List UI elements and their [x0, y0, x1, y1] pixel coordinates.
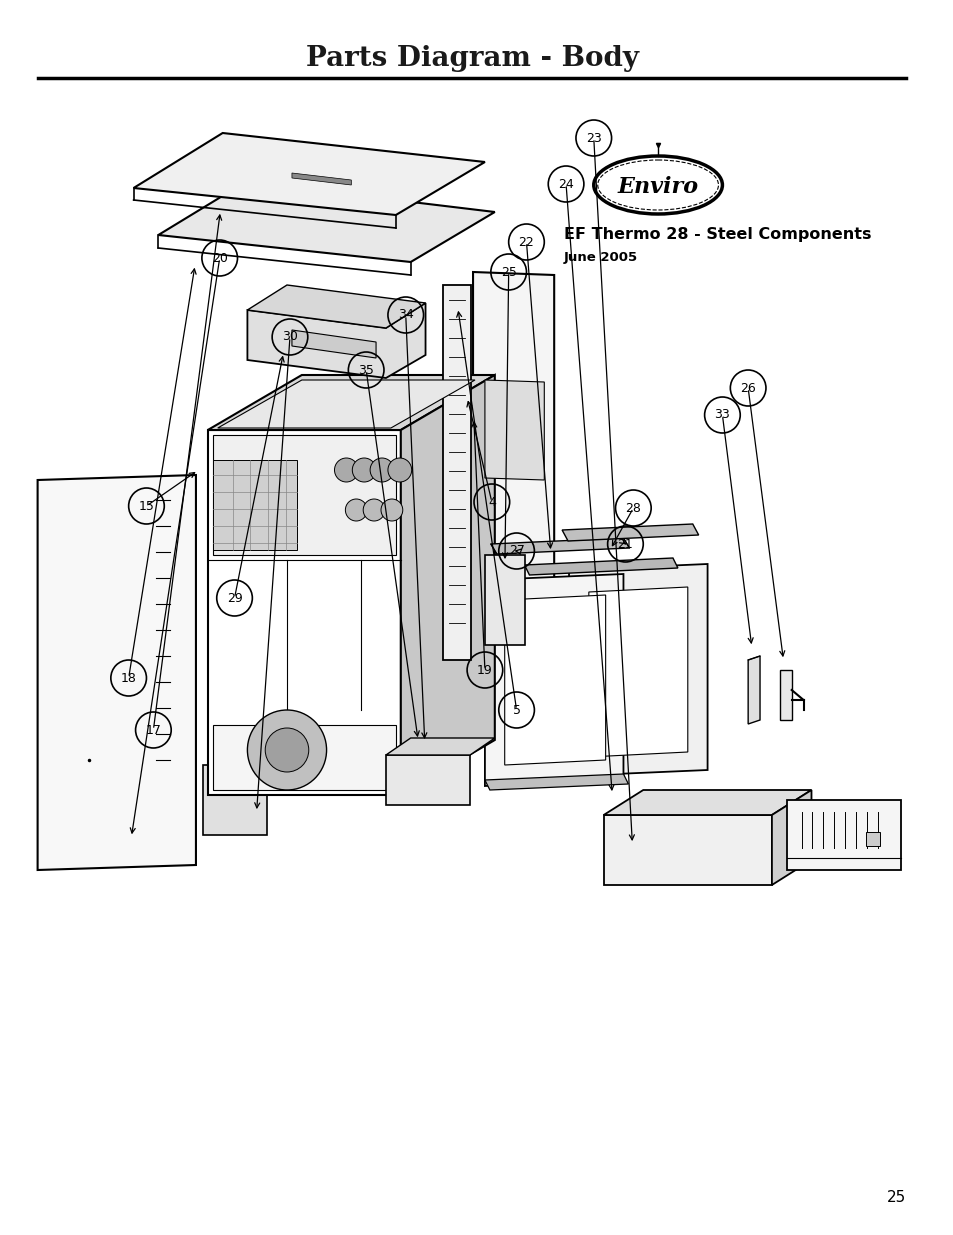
Circle shape: [265, 727, 309, 772]
Text: 17: 17: [145, 724, 161, 736]
Text: 33: 33: [714, 409, 730, 421]
Polygon shape: [247, 303, 425, 378]
Polygon shape: [524, 558, 678, 576]
Polygon shape: [386, 739, 495, 755]
Polygon shape: [603, 815, 771, 885]
Circle shape: [380, 499, 402, 521]
Text: 4: 4: [487, 495, 496, 509]
Polygon shape: [747, 656, 760, 724]
Polygon shape: [484, 555, 524, 645]
Polygon shape: [386, 755, 470, 805]
Text: 18: 18: [121, 672, 136, 684]
Polygon shape: [771, 790, 811, 885]
Text: 20: 20: [212, 252, 228, 264]
Polygon shape: [208, 375, 495, 430]
Text: EF Thermo 28 - Steel Components: EF Thermo 28 - Steel Components: [563, 227, 871, 242]
Polygon shape: [443, 285, 471, 659]
Text: 27: 27: [508, 545, 524, 557]
Text: June 2005: June 2005: [563, 252, 638, 264]
Polygon shape: [484, 774, 628, 790]
Polygon shape: [779, 671, 791, 720]
Polygon shape: [247, 285, 425, 329]
Text: 24: 24: [558, 178, 574, 190]
Polygon shape: [213, 725, 395, 790]
Circle shape: [388, 458, 412, 482]
Polygon shape: [484, 574, 623, 785]
Circle shape: [370, 458, 394, 482]
Polygon shape: [37, 475, 195, 869]
Text: 30: 30: [282, 331, 297, 343]
Text: 19: 19: [476, 663, 493, 677]
Text: Parts Diagram - Body: Parts Diagram - Body: [305, 44, 638, 72]
Polygon shape: [588, 587, 687, 757]
Polygon shape: [208, 430, 400, 795]
Text: 25: 25: [500, 266, 517, 279]
Polygon shape: [158, 182, 495, 262]
Text: Enviro: Enviro: [617, 177, 698, 198]
Polygon shape: [561, 524, 698, 541]
Polygon shape: [786, 800, 900, 869]
Polygon shape: [213, 435, 395, 555]
Polygon shape: [217, 380, 475, 429]
Text: 26: 26: [740, 382, 755, 394]
Polygon shape: [484, 380, 544, 480]
Polygon shape: [504, 595, 605, 764]
Polygon shape: [473, 272, 554, 642]
Polygon shape: [400, 375, 495, 795]
Text: 21: 21: [617, 537, 633, 551]
Circle shape: [247, 710, 326, 790]
Text: 15: 15: [138, 499, 154, 513]
Polygon shape: [491, 538, 629, 555]
Polygon shape: [568, 564, 707, 776]
Polygon shape: [292, 330, 375, 358]
Polygon shape: [292, 173, 351, 185]
Polygon shape: [133, 133, 484, 215]
Bar: [865, 832, 879, 846]
Circle shape: [345, 499, 367, 521]
Circle shape: [363, 499, 385, 521]
Polygon shape: [203, 764, 267, 835]
Circle shape: [335, 458, 358, 482]
Text: 29: 29: [227, 592, 242, 604]
Text: 28: 28: [625, 501, 640, 515]
Text: 25: 25: [886, 1191, 905, 1205]
Text: 35: 35: [357, 363, 374, 377]
Text: 34: 34: [397, 309, 414, 321]
Polygon shape: [603, 790, 811, 815]
Polygon shape: [213, 459, 296, 550]
Circle shape: [352, 458, 375, 482]
Text: 5: 5: [512, 704, 520, 716]
Text: 23: 23: [585, 131, 601, 144]
Text: 22: 22: [518, 236, 534, 248]
